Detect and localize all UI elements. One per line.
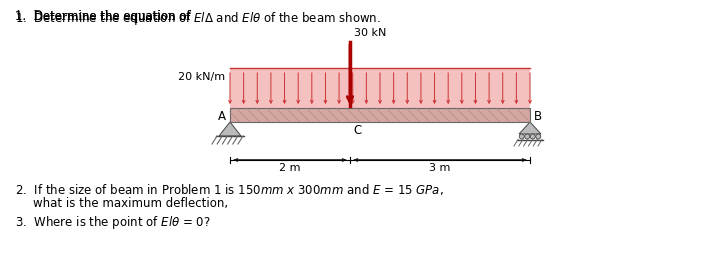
Text: 1.  Determine the equation of $\it{El\Delta}$ and $\it{El\theta}$ of the beam sh: 1. Determine the equation of $\it{El\Del… — [15, 10, 381, 27]
Text: 30 kN: 30 kN — [354, 28, 387, 38]
Text: 3 m: 3 m — [429, 163, 451, 173]
Circle shape — [519, 134, 524, 139]
Text: B: B — [534, 110, 542, 123]
Bar — [230, 68, 530, 108]
Text: 2.  If the size of beam in Problem 1 is $\it{150mm}$ $\it{x}$ $\it{300mm}$ and $: 2. If the size of beam in Problem 1 is $… — [15, 182, 444, 197]
Text: 2 m: 2 m — [279, 163, 301, 173]
Polygon shape — [519, 122, 541, 134]
Bar — [230, 108, 530, 122]
Text: 1.  Determine the equation of: 1. Determine the equation of — [15, 10, 194, 23]
Text: A: A — [218, 110, 226, 123]
Text: 20 kN/m: 20 kN/m — [178, 72, 225, 82]
Circle shape — [536, 134, 541, 139]
Text: C: C — [353, 124, 361, 137]
Circle shape — [525, 134, 530, 139]
Circle shape — [530, 134, 535, 139]
Text: 1.  Determine the equation of: 1. Determine the equation of — [15, 10, 194, 23]
Text: what is the maximum deflection,: what is the maximum deflection, — [33, 197, 228, 210]
Text: 3.  Where is the point of $\it{El\theta}$ = 0?: 3. Where is the point of $\it{El\theta}$… — [15, 214, 211, 231]
Polygon shape — [219, 122, 241, 136]
